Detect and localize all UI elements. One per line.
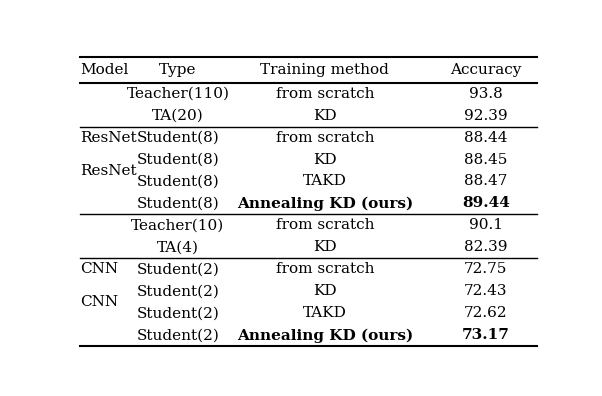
Text: Student(8): Student(8) [137, 196, 219, 210]
Text: KD: KD [313, 109, 337, 122]
Text: Training method: Training method [261, 63, 389, 77]
Text: KD: KD [313, 152, 337, 166]
Text: 72.62: 72.62 [464, 307, 507, 320]
Text: Student(2): Student(2) [137, 284, 219, 299]
Text: Teacher(10): Teacher(10) [131, 219, 225, 232]
Text: CNN: CNN [80, 295, 118, 309]
Text: 90.1: 90.1 [469, 219, 503, 232]
Text: from scratch: from scratch [276, 87, 374, 101]
Text: 82.39: 82.39 [464, 240, 507, 255]
Text: Student(2): Student(2) [137, 328, 219, 343]
Text: 92.39: 92.39 [464, 109, 507, 122]
Text: Annealing KD (ours): Annealing KD (ours) [237, 328, 413, 343]
Text: Type: Type [159, 63, 197, 77]
Text: KD: KD [313, 240, 337, 255]
Text: from scratch: from scratch [276, 131, 374, 145]
Text: 72.75: 72.75 [464, 263, 507, 276]
Text: TAKD: TAKD [303, 175, 347, 188]
Text: TAKD: TAKD [303, 307, 347, 320]
Text: Annealing KD (ours): Annealing KD (ours) [237, 196, 413, 211]
Text: Student(8): Student(8) [137, 152, 219, 166]
Text: 88.45: 88.45 [464, 152, 507, 166]
Text: Accuracy: Accuracy [450, 63, 521, 77]
Text: 88.44: 88.44 [464, 131, 507, 145]
Text: from scratch: from scratch [276, 219, 374, 232]
Text: ResNet: ResNet [80, 131, 137, 145]
Text: Student(2): Student(2) [137, 307, 219, 320]
Text: 89.44: 89.44 [462, 196, 510, 210]
Text: CNN: CNN [80, 263, 118, 276]
Text: 72.43: 72.43 [464, 284, 507, 299]
Text: 88.47: 88.47 [464, 175, 507, 188]
Text: Student(8): Student(8) [137, 175, 219, 188]
Text: KD: KD [313, 284, 337, 299]
Text: Teacher(110): Teacher(110) [126, 87, 229, 101]
Text: Model: Model [80, 63, 128, 77]
Text: 93.8: 93.8 [469, 87, 503, 101]
Text: TA(20): TA(20) [152, 109, 203, 122]
Text: TA(4): TA(4) [157, 240, 199, 255]
Text: Student(2): Student(2) [137, 263, 219, 276]
Text: 73.17: 73.17 [462, 328, 510, 343]
Text: ResNet: ResNet [80, 164, 137, 177]
Text: from scratch: from scratch [276, 263, 374, 276]
Text: Student(8): Student(8) [137, 131, 219, 145]
